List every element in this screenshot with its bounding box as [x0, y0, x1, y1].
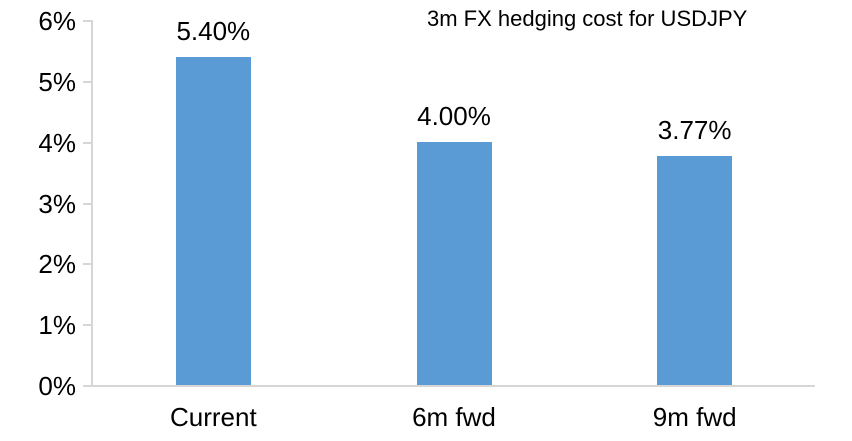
y-axis-tick-label: 5% [38, 66, 76, 97]
y-axis-tick-label: 4% [38, 127, 76, 158]
y-axis-tick-label: 2% [38, 249, 76, 280]
y-axis-line [91, 20, 93, 387]
bar-value-label: 4.00% [417, 100, 491, 131]
y-axis-tick [83, 385, 91, 387]
x-axis-category-label: Current [169, 402, 257, 432]
bar-9m-fwd [657, 155, 733, 385]
bar-value-label: 3.77% [657, 114, 732, 145]
bar-current [175, 56, 251, 385]
y-axis-tick [83, 202, 91, 205]
y-axis-tick-label: 0% [38, 371, 76, 401]
x-axis-line [91, 385, 815, 387]
y-axis-tick [83, 324, 91, 327]
y-axis-tick [83, 263, 91, 266]
x-axis-category-label: 6m fwd [412, 402, 496, 432]
y-axis-tick [83, 141, 91, 144]
chart-title: 3m FX hedging cost for USDJPY [427, 6, 748, 31]
y-axis-tick [83, 80, 91, 83]
y-axis-tick-label: 3% [38, 188, 76, 219]
y-axis-tick-label: 6% [38, 6, 76, 36]
y-axis-tick [83, 20, 91, 22]
y-axis-tick-label: 1% [38, 310, 76, 341]
bar-value-label: 5.40% [176, 15, 251, 46]
x-axis-category-label: 9m fwd [652, 402, 737, 432]
bar-6m-fwd [416, 141, 492, 385]
